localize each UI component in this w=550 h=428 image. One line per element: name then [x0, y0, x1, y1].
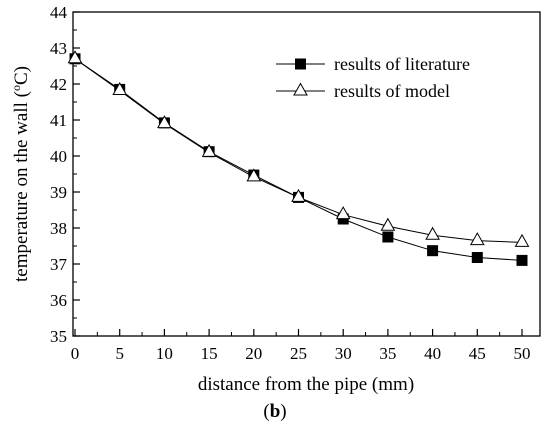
caption-close: )	[280, 401, 286, 422]
x-tick-label: 50	[514, 344, 531, 363]
series-square	[69, 53, 528, 266]
data-point-triangle	[469, 232, 485, 246]
y-tick-label: 39	[50, 183, 67, 202]
data-point-triangle	[201, 143, 217, 157]
y-tick-label: 41	[50, 111, 67, 130]
legend-marker-model	[293, 82, 308, 96]
data-point-triangle	[246, 168, 262, 182]
y-tick-label: 37	[50, 255, 68, 274]
y-tick-label: 38	[50, 219, 67, 238]
legend-marker-literature	[295, 58, 306, 70]
x-tick-label: 15	[201, 344, 218, 363]
y-axis-title-main: temperature on the wall (	[11, 91, 32, 282]
legend-label-literature: results of literature	[334, 54, 470, 74]
y-tick-label: 36	[50, 291, 67, 310]
series-layer	[67, 50, 530, 266]
data-point-square	[427, 245, 439, 257]
x-tick-label: 25	[290, 344, 307, 363]
x-tick-label: 10	[156, 344, 173, 363]
y-tick-label: 43	[50, 39, 67, 58]
x-tick-label: 0	[71, 344, 80, 363]
y-axis-ticks: 35 36 37 38 39 40 41 42 43 44	[50, 3, 80, 346]
x-tick-label: 45	[469, 344, 486, 363]
data-point-square	[382, 231, 394, 243]
data-point-triangle	[67, 50, 83, 64]
legend: results of literature results of model	[276, 54, 470, 101]
y-tick-label: 44	[50, 3, 68, 22]
data-point-triangle	[112, 81, 128, 95]
data-point-triangle	[335, 206, 351, 220]
data-point-square	[471, 252, 483, 264]
y-axis-title-end: C)	[11, 66, 32, 85]
series-triangle	[67, 50, 530, 247]
y-tick-label: 35	[50, 327, 67, 346]
legend-label-model: results of model	[334, 81, 450, 101]
y-axis-title: temperature on the wall (oC)	[9, 66, 32, 282]
caption-open: (	[263, 401, 269, 422]
data-point-square	[516, 254, 528, 266]
x-axis-title: distance from the pipe (mm)	[198, 374, 414, 395]
x-axis-ticks: 0 5 10 15 20 25 30 35 40 45 50	[71, 329, 531, 363]
data-point-triangle	[425, 226, 440, 240]
x-tick-label: 5	[115, 344, 124, 363]
x-tick-label: 30	[335, 344, 352, 363]
data-point-triangle	[514, 233, 530, 247]
data-point-triangle	[380, 217, 396, 231]
y-tick-label: 40	[50, 147, 67, 166]
x-tick-label: 35	[379, 344, 396, 363]
caption-letter: b	[270, 401, 281, 422]
y-axis-title-sup: o	[9, 85, 23, 91]
data-point-triangle	[157, 115, 172, 129]
y-tick-label: 42	[50, 75, 67, 94]
data-point-triangle	[291, 188, 306, 202]
x-tick-label: 20	[245, 344, 262, 363]
figure-caption: (b)	[263, 401, 286, 422]
x-tick-label: 40	[424, 344, 441, 363]
